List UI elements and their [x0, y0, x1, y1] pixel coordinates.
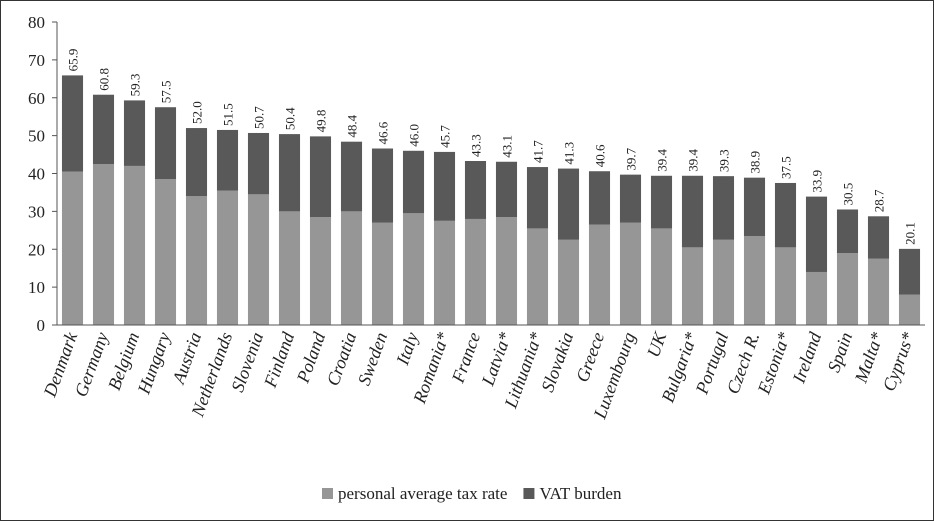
bar-segment [309, 136, 332, 218]
bar-segment [712, 239, 735, 325]
data-label: 39.3 [717, 149, 732, 172]
bar-segment [340, 141, 363, 212]
legend-label: VAT burden [539, 484, 622, 503]
data-label: 57.5 [159, 80, 174, 103]
data-label: 39.7 [624, 147, 639, 170]
bar-segment [247, 194, 270, 325]
bar-segment [278, 134, 301, 212]
data-label: 41.3 [562, 142, 577, 165]
data-label: 46.0 [407, 124, 422, 147]
legend-swatch [523, 488, 535, 499]
bar-segment [92, 94, 115, 165]
bar-segment [681, 175, 704, 248]
data-label: 48.4 [345, 114, 360, 137]
data-label: 50.4 [283, 107, 298, 130]
bar-segment [185, 128, 208, 197]
bar-segment [402, 213, 425, 325]
bar-segment [123, 165, 146, 325]
bar-segment [371, 148, 394, 223]
bar-segment [495, 161, 518, 218]
bar-segment [805, 196, 828, 272]
data-label: 28.7 [872, 189, 887, 212]
bar-segment [402, 150, 425, 214]
bar-segment [123, 100, 146, 166]
bar-segment [92, 164, 115, 325]
bar-segment [650, 228, 673, 325]
bar-segment [619, 174, 642, 223]
bar-segment [371, 222, 394, 325]
data-label: 20.1 [903, 222, 918, 245]
data-label: 37.5 [779, 156, 794, 179]
legend-label: personal average tax rate [338, 484, 507, 503]
data-label: 45.7 [438, 125, 453, 148]
y-tick-label: 20 [28, 240, 45, 259]
bar-segment [464, 218, 487, 325]
bar-segment [216, 190, 239, 325]
bar-segment [650, 175, 673, 229]
data-label: 43.1 [500, 135, 515, 158]
y-tick-label: 10 [28, 278, 45, 297]
legend-swatch [322, 488, 333, 499]
data-label: 59.3 [128, 74, 143, 97]
bar-segment [774, 247, 797, 325]
bar-segment [154, 107, 177, 180]
bar-segment [774, 182, 797, 248]
data-label: 38.9 [748, 151, 763, 174]
bar-segment [433, 220, 456, 325]
bar-segment [464, 161, 487, 219]
y-tick-label: 50 [28, 127, 45, 146]
bar-segment [495, 217, 518, 325]
data-label: 50.7 [252, 106, 267, 129]
data-label: 39.4 [655, 149, 670, 172]
data-label: 33.9 [810, 170, 825, 193]
bar-segment [61, 171, 84, 325]
data-label: 41.7 [531, 140, 546, 163]
bar-segment [898, 294, 921, 325]
bar-segment [619, 222, 642, 325]
data-label: 52.0 [190, 101, 205, 124]
data-label: 30.5 [841, 183, 856, 206]
data-label: 39.4 [686, 149, 701, 172]
bar-segment [185, 196, 208, 325]
bar-segment [526, 228, 549, 325]
bar-segment [867, 258, 890, 325]
bar-segment [681, 247, 704, 325]
bar-segment [588, 171, 611, 225]
bar-segment [247, 132, 270, 195]
bar-segment [278, 211, 301, 325]
data-label: 46.6 [376, 121, 391, 144]
bar-segment [867, 216, 890, 259]
y-tick-label: 30 [28, 202, 45, 221]
bar-segment [340, 211, 363, 325]
data-label: 60.8 [97, 68, 112, 91]
bar-segment [743, 235, 766, 325]
bar-segment [836, 209, 859, 254]
bar-segment [805, 271, 828, 325]
bar-segment [154, 179, 177, 325]
y-tick-label: 60 [28, 89, 45, 108]
y-tick-label: 0 [37, 316, 46, 335]
data-label: 51.5 [221, 103, 236, 126]
bar-segment [588, 224, 611, 325]
y-tick-label: 80 [28, 13, 45, 32]
bar-segment [557, 168, 580, 240]
bar-segment [743, 177, 766, 236]
bar-segment [216, 129, 239, 191]
bar-segment [557, 239, 580, 325]
data-label: 43.3 [469, 134, 484, 157]
y-tick-label: 40 [28, 165, 45, 184]
data-label: 49.8 [314, 110, 329, 133]
bar-segment [433, 151, 456, 221]
data-label: 40.6 [593, 144, 608, 167]
bar-segment [712, 176, 735, 240]
bar-segment [898, 248, 921, 295]
bar-segment [61, 75, 84, 172]
bar-segment [836, 253, 859, 325]
y-tick-label: 70 [28, 51, 45, 70]
data-label: 65.9 [66, 49, 81, 72]
bar-segment [526, 167, 549, 229]
bar-segment [309, 217, 332, 325]
